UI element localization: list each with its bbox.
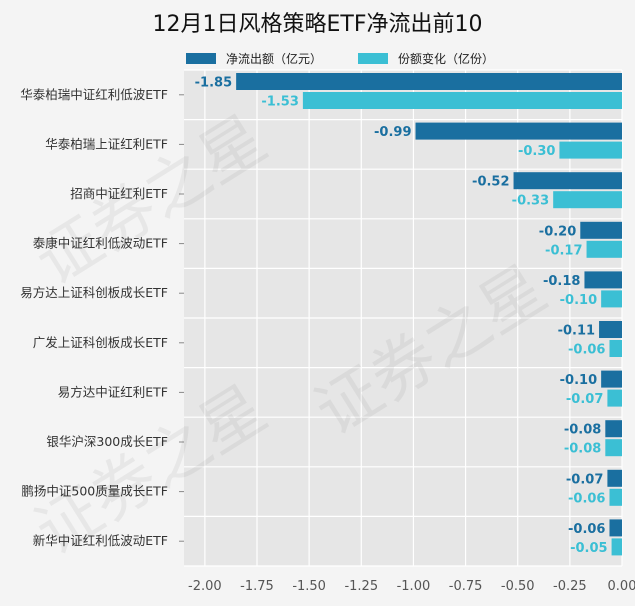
data-label: -0.07	[566, 472, 603, 487]
bar-share-change	[607, 389, 622, 407]
y-tick-label: 华泰柏瑞上证红利ETF	[45, 136, 168, 151]
x-tick-label: -1.75	[240, 579, 274, 594]
data-label: -0.06	[568, 491, 605, 506]
data-label: -0.08	[564, 423, 601, 438]
data-label: -0.30	[518, 144, 555, 159]
y-tick-label: 新华中证红利低波动ETF	[33, 533, 168, 548]
data-label: -1.53	[261, 95, 298, 110]
bar-share-change	[609, 340, 622, 357]
data-label: -0.18	[543, 274, 580, 289]
data-label: -0.07	[566, 392, 603, 407]
y-tick-label: 鹏扬中证500质量成长ETF	[21, 484, 168, 499]
x-tick-label: -1.25	[344, 579, 378, 594]
data-label: -0.06	[568, 343, 605, 358]
data-label: -0.10	[560, 373, 597, 388]
x-tick-label: -0.50	[501, 579, 535, 594]
x-tick-label: -2.00	[188, 579, 222, 594]
legend-swatch-outflow	[186, 52, 216, 64]
x-tick-label: -1.00	[397, 579, 431, 594]
y-tick-label: 易方达上证科创板成长ETF	[20, 285, 168, 300]
bar-share-change	[609, 488, 622, 506]
y-tick-label: 招商中证红利ETF	[70, 186, 168, 201]
data-label: -0.06	[568, 522, 605, 537]
bar-net-outflow	[513, 172, 622, 190]
y-tick-label: 银华沪深300成长ETF	[46, 434, 168, 449]
data-label: -0.17	[545, 243, 582, 258]
data-label: -0.99	[374, 125, 411, 140]
bar-share-change	[553, 191, 622, 209]
y-tick-label: 易方达中证红利ETF	[58, 384, 168, 399]
legend-swatch-share-change	[358, 52, 389, 64]
bar-net-outflow	[236, 73, 622, 90]
bar-net-outflow	[609, 519, 622, 537]
bar-share-change	[605, 439, 622, 457]
data-label: -0.10	[560, 293, 597, 308]
bar-share-change	[586, 240, 622, 258]
data-label: -0.08	[564, 442, 601, 457]
x-tick-label: 0.00	[608, 579, 635, 594]
x-tick-label: -0.75	[449, 579, 483, 594]
data-label: -0.11	[558, 324, 595, 339]
data-label: -0.05	[570, 541, 607, 556]
bar-net-outflow	[415, 122, 622, 140]
legend-label-outflow: 净流出额（亿元）	[226, 51, 323, 66]
y-tick-label: 泰康中证红利低波动ETF	[33, 236, 168, 251]
x-tick-label: -1.50	[292, 579, 326, 594]
chart-title: 12月1日风格策略ETF净流出前10	[152, 12, 483, 37]
bar-net-outflow	[605, 420, 622, 438]
y-tick-label: 华泰柏瑞中证红利低波ETF	[20, 87, 168, 102]
x-tick-label: -0.25	[553, 579, 587, 594]
legend-label-share-change: 份额变化（亿份）	[398, 51, 495, 66]
legend: 净流出额（亿元） 份额变化（亿份）	[186, 49, 530, 67]
bar-net-outflow	[599, 321, 622, 338]
data-label: -1.85	[195, 76, 232, 91]
bar-share-change	[601, 290, 622, 308]
data-label: -0.33	[512, 194, 549, 209]
bar-net-outflow	[601, 370, 622, 388]
legend-item-outflow: 净流出额（亿元）	[186, 50, 322, 67]
bar-share-change	[611, 538, 622, 556]
bar-net-outflow	[607, 469, 622, 487]
legend-item-share-change: 份额变化（亿份）	[358, 50, 494, 67]
y-tick-label: 广发上证科创板成长ETF	[33, 335, 168, 350]
bar-net-outflow	[584, 271, 622, 289]
data-label: -0.20	[539, 224, 576, 239]
bar-share-change	[559, 141, 622, 159]
data-label: -0.52	[472, 175, 509, 190]
bar-share-change	[302, 92, 622, 109]
bar-net-outflow	[580, 221, 622, 239]
